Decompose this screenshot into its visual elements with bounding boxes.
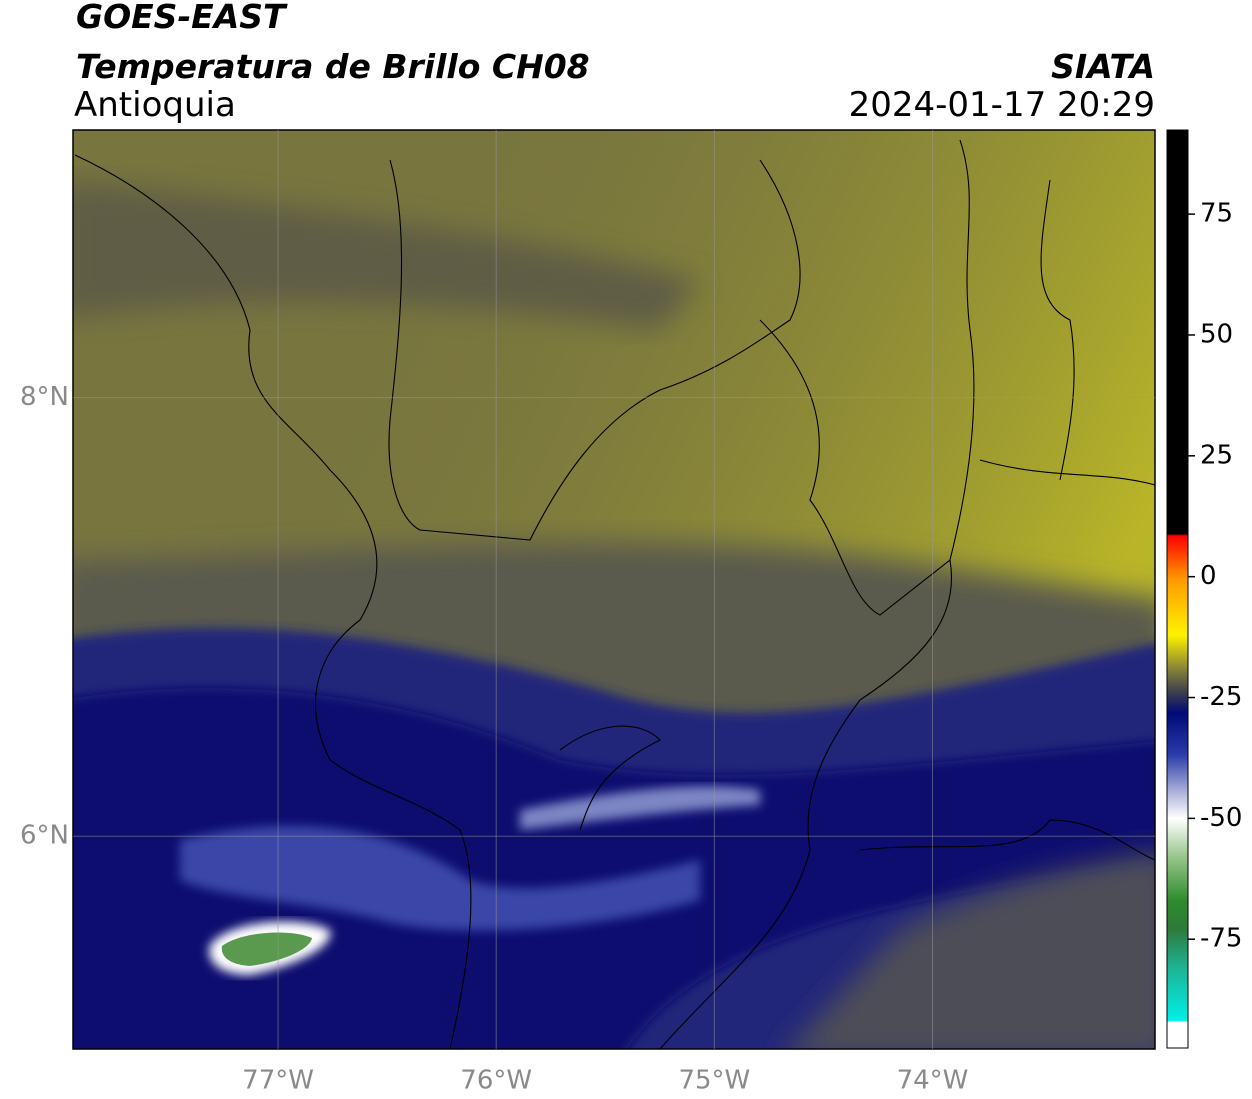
colorbar-tick-label: -25 — [1200, 682, 1242, 712]
colorbar-tick-label: 0 — [1200, 561, 1217, 591]
lat-tick-label: 6°N — [20, 821, 69, 851]
lon-tick-label: 75°W — [678, 1066, 750, 1096]
colorbar — [1166, 129, 1189, 1049]
region: Antioquia — [74, 85, 236, 125]
lon-tick-label: 74°W — [897, 1066, 969, 1096]
map-frame — [72, 129, 1156, 1050]
subtitle: Temperatura de Brillo CH08 — [76, 47, 590, 86]
colorbar-tick-label: 75 — [1200, 199, 1233, 229]
lon-tick-label: 77°W — [242, 1066, 314, 1096]
satellite-image — [73, 130, 1155, 1049]
colorbar-tick-label: 25 — [1200, 440, 1233, 470]
colorbar-tick-label: 50 — [1200, 319, 1233, 349]
datetime: 2024-01-17 20:29 — [849, 85, 1155, 125]
colorbar-tick-label: -50 — [1200, 803, 1242, 833]
title: GOES-EAST — [76, 0, 288, 36]
lon-tick-label: 76°W — [460, 1066, 532, 1096]
colorbar-tick-label: -75 — [1200, 924, 1242, 954]
source: SIATA — [1051, 47, 1155, 86]
lat-tick-label: 8°N — [20, 382, 69, 412]
